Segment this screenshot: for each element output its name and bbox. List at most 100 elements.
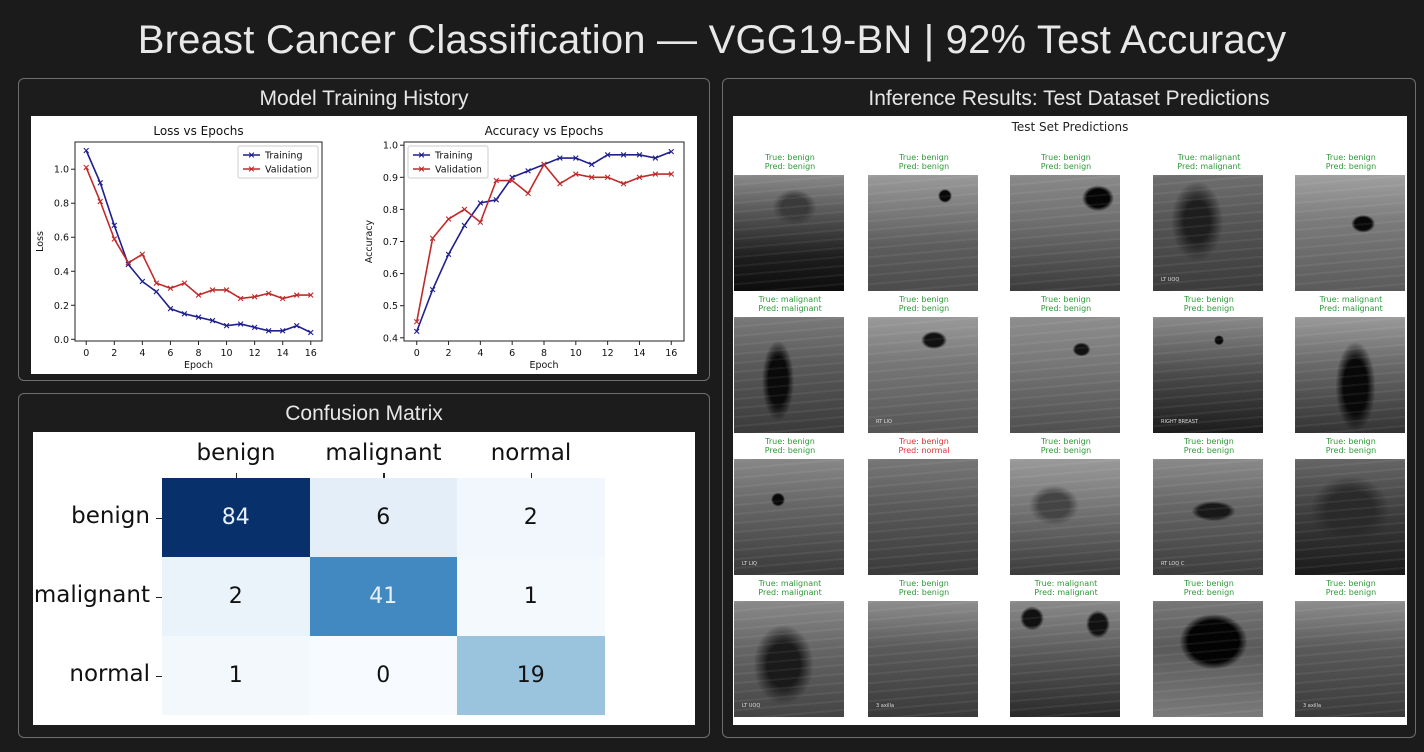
y-tick-label: 0.0 [54,335,69,346]
y-tick-label: 1.0 [383,141,398,152]
true-label: True: benign [899,295,949,304]
prediction-item: True: benign Pred: normal [868,435,980,577]
ultrasound-image [1010,459,1120,575]
training-history-panel: Model Training History Loss vs Epochs 0 2 4… [18,78,710,381]
legend-entry: Validation [435,165,482,176]
tick-mark [383,473,385,479]
y-tick-label: 1.0 [54,165,69,176]
pred-label: Pred: benign [1183,446,1235,455]
true-label: True: benign [899,437,949,446]
ultrasound-image [734,317,844,433]
x-marker-icon [525,190,531,197]
confusion-row-label: malignant [33,581,150,608]
x-marker-icon [195,314,202,320]
ultrasound-image [868,459,978,575]
x-marker-icon [195,292,202,298]
x-marker-icon [461,222,468,229]
x-marker-icon [588,161,595,168]
x-marker-icon [265,328,272,334]
x-marker-icon [181,310,188,317]
training-line [415,150,672,332]
x-tick-label: 12 [249,348,261,359]
prediction-item: True: benign Pred: benign RT LOQ C [1153,435,1265,577]
pred-label: Pred: benign [1040,304,1092,313]
training-history-title: Model Training History [259,87,469,110]
ultrasound-image [1295,459,1405,575]
x-marker-icon [541,161,547,168]
ultrasound-image [1010,175,1120,291]
x-tick-label: 12 [602,348,614,359]
x-tick-label: 4 [477,348,483,359]
x-marker-icon [636,152,643,158]
x-marker-icon [493,196,500,203]
ultrasound-image: RT LOQ C [1153,459,1263,575]
y-tick-label: 0.8 [54,199,69,210]
x-marker-icon [181,280,188,286]
page-title: Breast Cancer Classification — VGG19-BN … [137,18,1287,62]
ultrasound-image [1295,175,1405,291]
x-marker-icon [139,278,146,285]
x-marker-icon [652,171,659,177]
ultrasound-image: 3 axilla [868,601,978,717]
ultrasound-image [1295,317,1405,433]
image-annotation: RT LIO [876,419,892,425]
true-label: True: malignant [758,579,822,588]
x-marker-icon [83,164,90,171]
x-marker-icon [604,174,611,181]
ultrasound-image: 3 axilla [1295,601,1405,717]
prediction-item: True: benign Pred: benign [1010,151,1122,293]
x-marker-icon [620,152,627,158]
true-label: True: benign [899,153,949,162]
validation-line [85,167,311,300]
x-marker-icon [557,180,563,187]
x-marker-icon [209,317,216,324]
prediction-item: True: malignant Pred: malignant LT UOQ [1153,151,1265,293]
x-axis-label: Epoch [529,360,558,371]
x-marker-icon [251,293,258,300]
x-marker-icon [125,259,132,266]
x-marker-icon [668,148,675,155]
tick-mark [156,517,162,519]
tick-mark [235,473,238,479]
x-marker-icon [413,318,420,325]
inference-title: Inference Results: Test Dataset Predicti… [868,87,1270,110]
x-tick-label: 2 [111,348,117,359]
x-marker-icon [620,180,627,187]
inference-panel: Inference Results: Test Dataset Predicti… [722,78,1416,738]
prediction-item: True: malignant Pred: malignant LT UOQ [734,577,846,719]
pred-label: Pred: benign [764,162,816,171]
pred-label: Pred: malignant [1034,588,1098,597]
confusion-cell: 19 [457,636,605,715]
ultrasound-image [868,175,978,291]
x-marker-icon [139,251,146,258]
prediction-item: True: benign Pred: benign [1295,435,1407,577]
x-marker-icon [111,236,118,242]
x-marker-icon [111,222,118,229]
x-marker-icon [652,155,659,161]
true-label: True: benign [1041,295,1091,304]
ultrasound-image [734,175,844,291]
y-tick-label: 0.8 [383,205,398,216]
ultrasound-image [1153,601,1263,717]
x-marker-icon [429,286,436,293]
prediction-item: True: benign Pred: benign [1010,435,1122,577]
pred-label: Pred: malignant [758,304,822,313]
x-marker-icon [237,321,244,327]
x-marker-icon [445,251,452,258]
true-label: True: benign [765,437,815,446]
x-marker-icon [636,174,643,181]
x-marker-icon [293,292,300,298]
pred-label: Pred: benign [898,588,950,597]
x-marker-icon [477,200,484,206]
image-annotation: 3 axilla [876,703,895,709]
x-tick-label: 2 [446,348,452,359]
prediction-item: True: benign Pred: benign [868,151,980,293]
x-marker-icon [83,147,90,154]
confusion-col-label: malignant [325,440,442,466]
y-tick-label: 0.4 [383,333,398,344]
tick-mark [530,473,533,479]
x-tick-label: 6 [509,348,515,359]
confusion-matrix-panel: Confusion Matrix benign malignant normal be… [18,393,710,738]
training-charts-area: Loss vs Epochs 0 2 4 6 8 10 12 14 16 0.0 0.2 0.4 0.6 0… [31,116,697,374]
x-marker-icon [307,329,314,336]
